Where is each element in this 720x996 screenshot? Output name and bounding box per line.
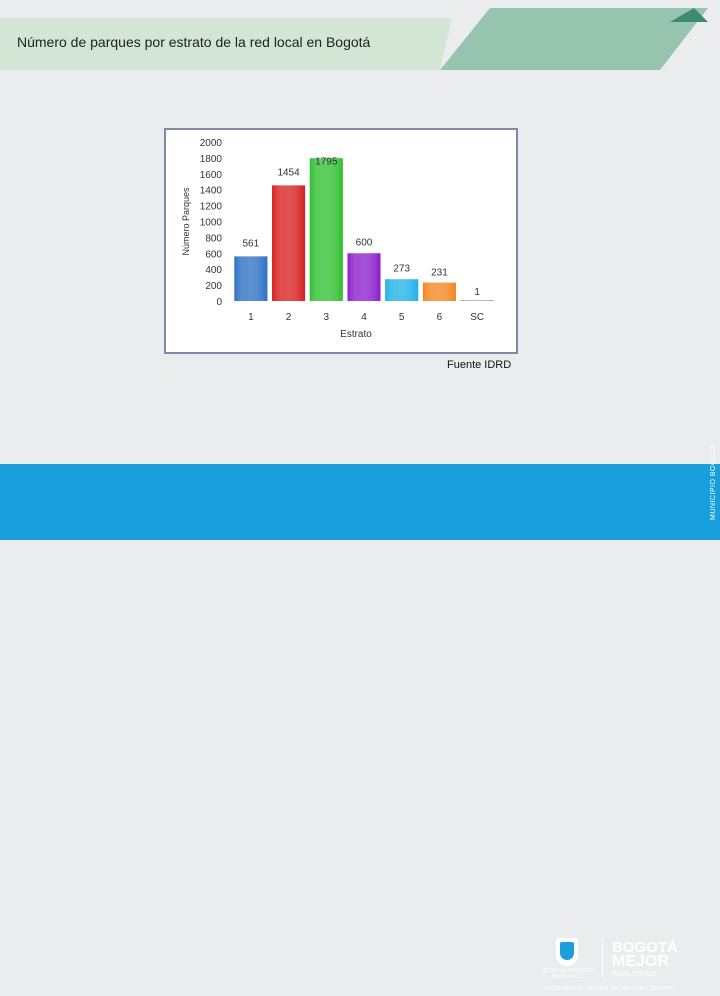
y-tick-label: 0 — [216, 297, 222, 308]
city-seal-icon — [556, 938, 578, 966]
bar-shine — [234, 256, 268, 301]
data-label: 600 — [356, 237, 373, 248]
x-tick-label: 2 — [286, 312, 292, 323]
y-tick-label: 1600 — [200, 170, 223, 181]
y-axis-title: Número Parques — [181, 187, 191, 256]
header-band: Número de parques por estrato de la red … — [0, 8, 720, 70]
bar-shine — [460, 300, 494, 301]
secretaria-text: SECRETARÍA DE CULTURA, RECREACIÓN Y DEPO… — [544, 986, 675, 992]
y-tick-label: 2000 — [200, 138, 223, 149]
data-label: 1795 — [315, 156, 338, 167]
chart-frame: 0 200 400 600 800 1000 1200 1400 1600 1800 2000 Núm… — [164, 128, 518, 354]
logo-divider — [602, 938, 603, 978]
bar-shine — [309, 158, 343, 301]
data-label: 273 — [393, 263, 410, 274]
data-label: 1454 — [277, 167, 300, 178]
brand-line-3: PARA TODOS — [612, 971, 657, 978]
y-tick-label: 1200 — [200, 202, 223, 213]
source-note: Fuente IDRD — [447, 359, 512, 371]
alcaldia-text: ALCALDÍA MAYOR DE BOGOTÁ D.C. — [542, 968, 594, 980]
x-tick-label: 3 — [324, 312, 330, 323]
y-tick-label: 800 — [205, 233, 222, 244]
y-tick-label: 600 — [205, 249, 222, 260]
page-title: Número de parques por estrato de la red … — [17, 34, 371, 50]
header-shapes — [0, 8, 708, 70]
brand-line-1: BOGOTÁ — [612, 939, 678, 956]
bar-shine — [347, 253, 381, 301]
data-label: 1 — [474, 287, 480, 298]
x-axis-title: Estrato — [340, 329, 372, 340]
bar-shine — [422, 282, 456, 301]
x-tick-label: 4 — [361, 312, 367, 323]
x-tick-label: 5 — [399, 312, 405, 323]
y-tick-label: 400 — [205, 265, 222, 276]
bar-shine — [385, 279, 419, 301]
bogota-logo: ALCALDÍA MAYOR DE BOGOTÁ D.C. BOGOTÁ MEJ… — [540, 934, 700, 996]
bar-chart: 0200400600800100012001400160018002000Núm… — [181, 138, 494, 340]
y-tick-label: 1400 — [200, 186, 223, 197]
x-tick-label: 6 — [437, 312, 443, 323]
data-label: 231 — [431, 268, 448, 279]
brand-line-2: MEJOR — [612, 953, 669, 970]
x-tick-label: SC — [470, 312, 484, 323]
x-tick-label: 1 — [248, 312, 254, 323]
y-tick-label: 200 — [205, 281, 222, 292]
footer-band: ALCALDÍA MAYOR DE BOGOTÁ D.C. BOGOTÁ MEJ… — [0, 464, 720, 992]
side-vertical-text: MUNICIPIO BOGOTA — [710, 443, 717, 520]
data-label: 561 — [243, 238, 260, 249]
bar-shine — [272, 185, 306, 301]
y-tick-label: 1800 — [200, 154, 223, 165]
y-tick-label: 1000 — [200, 218, 223, 229]
